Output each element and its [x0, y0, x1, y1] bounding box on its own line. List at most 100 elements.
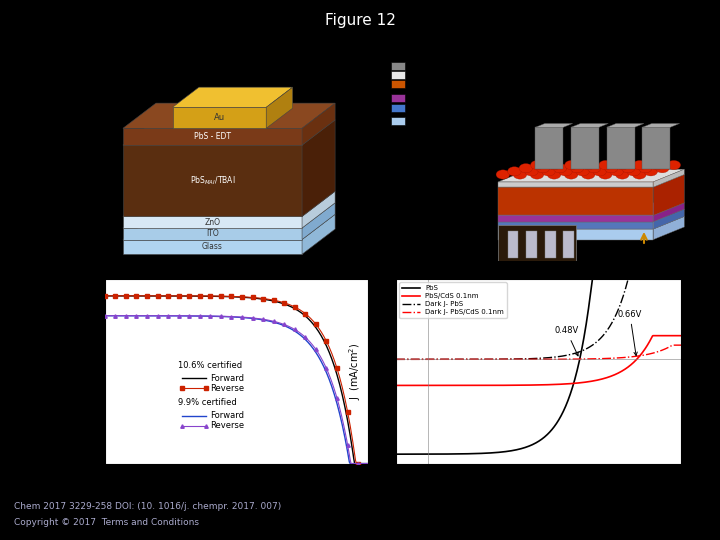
Text: C: C: [390, 37, 399, 50]
Circle shape: [593, 167, 606, 176]
Polygon shape: [498, 203, 684, 215]
Circle shape: [655, 164, 669, 173]
Polygon shape: [123, 103, 335, 129]
Line: PbS/CdS 0.1nm: PbS/CdS 0.1nm: [396, 336, 681, 386]
Text: Reverse: Reverse: [210, 384, 244, 393]
Dark J- PbS: [528, 355, 537, 362]
Polygon shape: [266, 87, 292, 129]
Polygon shape: [498, 215, 653, 222]
Polygon shape: [302, 191, 335, 228]
Bar: [642, 127, 670, 169]
Bar: [607, 127, 635, 169]
Polygon shape: [642, 124, 680, 127]
Polygon shape: [123, 228, 302, 240]
PbS/CdS 0.1nm: [649, 333, 657, 339]
Circle shape: [536, 164, 550, 173]
Text: 0.66V: 0.66V: [618, 310, 642, 355]
Bar: [526, 231, 537, 259]
PbS: [626, 275, 634, 282]
Bar: [536, 127, 563, 169]
PbS: [392, 451, 400, 457]
Circle shape: [588, 164, 601, 173]
Text: 5. Colloidal ZnO layer: 5. Colloidal ZnO layer: [408, 72, 472, 78]
Bar: [498, 225, 576, 262]
Dark J- PbS/CdS 0.1nm: [392, 356, 400, 362]
Text: D: D: [390, 269, 400, 282]
Text: Forward: Forward: [210, 374, 244, 382]
X-axis label: V (V): V (V): [526, 488, 551, 498]
Dark J- PbS: [527, 355, 536, 362]
PbS: [677, 275, 685, 282]
Polygon shape: [173, 107, 266, 129]
Circle shape: [576, 167, 590, 176]
Circle shape: [553, 164, 567, 173]
Polygon shape: [571, 124, 608, 127]
Circle shape: [627, 167, 641, 176]
Polygon shape: [123, 129, 302, 145]
Text: A: A: [89, 37, 99, 50]
Polygon shape: [123, 191, 335, 217]
Text: PbS - EDT: PbS - EDT: [194, 132, 231, 141]
Text: Chem 2017 3229-258 DOI: (10. 1016/j. chempr. 2017. 007): Chem 2017 3229-258 DOI: (10. 1016/j. che…: [14, 502, 282, 511]
Text: Illumination: Illumination: [650, 241, 692, 247]
Bar: [563, 231, 575, 259]
Polygon shape: [653, 203, 684, 222]
Text: 10.6% certified: 10.6% certified: [178, 361, 242, 370]
Dark J- PbS: [670, 275, 679, 282]
Text: ITO: ITO: [206, 230, 219, 238]
Circle shape: [644, 167, 657, 176]
PbS/CdS 0.1nm: [562, 381, 570, 387]
Bar: [391, 104, 405, 112]
Circle shape: [604, 164, 618, 173]
PbS/CdS 0.1nm: [677, 333, 685, 339]
Polygon shape: [653, 217, 684, 240]
Circle shape: [581, 170, 595, 179]
Text: Au: Au: [214, 113, 225, 123]
Circle shape: [525, 167, 539, 176]
PbS: [562, 403, 570, 409]
Circle shape: [616, 170, 629, 179]
Text: 9.9% certified: 9.9% certified: [178, 399, 236, 407]
Polygon shape: [653, 209, 684, 229]
PbS: [546, 428, 554, 435]
Circle shape: [639, 164, 652, 173]
Polygon shape: [123, 203, 335, 228]
Polygon shape: [498, 182, 653, 187]
Dark J- PbS: [546, 354, 554, 361]
Polygon shape: [302, 103, 335, 145]
Circle shape: [508, 167, 521, 176]
PbS/CdS 0.1nm: [527, 382, 536, 388]
Bar: [391, 62, 405, 70]
Text: Forward: Forward: [210, 411, 244, 420]
Polygon shape: [607, 124, 644, 127]
PbS/CdS 0.1nm: [546, 381, 554, 388]
Y-axis label: Current density (mA/cm$^2$): Current density (mA/cm$^2$): [65, 313, 79, 430]
Text: 3. PEDOT:PSS: 3. PEDOT:PSS: [408, 96, 449, 100]
X-axis label: Voltage (V): Voltage (V): [210, 488, 264, 498]
PbS/CdS 0.1nm: [528, 382, 537, 388]
Polygon shape: [498, 209, 684, 222]
PbS: [527, 442, 536, 448]
Text: Glass: Glass: [202, 242, 223, 252]
Circle shape: [564, 160, 578, 170]
PbS/CdS 0.1nm: [670, 333, 679, 339]
Circle shape: [570, 164, 584, 173]
Polygon shape: [498, 174, 684, 187]
Bar: [391, 71, 405, 79]
Line: Dark J- PbS/CdS 0.1nm: Dark J- PbS/CdS 0.1nm: [396, 345, 681, 359]
Polygon shape: [123, 240, 302, 254]
Bar: [571, 127, 599, 169]
Legend: PbS, PbS/CdS 0.1nm, Dark J- PbS, Dark J- PbS/CdS 0.1nm: PbS, PbS/CdS 0.1nm, Dark J- PbS, Dark J-…: [400, 282, 507, 318]
Text: Reverse: Reverse: [210, 421, 244, 430]
Dark J- PbS: [392, 356, 400, 362]
Dark J- PbS/CdS 0.1nm: [546, 356, 554, 362]
Dark J- PbS/CdS 0.1nm: [562, 356, 570, 362]
PbS/CdS 0.1nm: [392, 382, 400, 389]
Text: 4. PbS/CdS or: 4. PbS/CdS or: [408, 80, 449, 85]
Bar: [508, 231, 518, 259]
Polygon shape: [498, 187, 653, 215]
Circle shape: [616, 160, 629, 170]
Text: patterned ITO: patterned ITO: [408, 107, 449, 112]
Circle shape: [633, 160, 647, 170]
Text: 6. Aluminum electrode: 6. Aluminum electrode: [408, 63, 475, 68]
